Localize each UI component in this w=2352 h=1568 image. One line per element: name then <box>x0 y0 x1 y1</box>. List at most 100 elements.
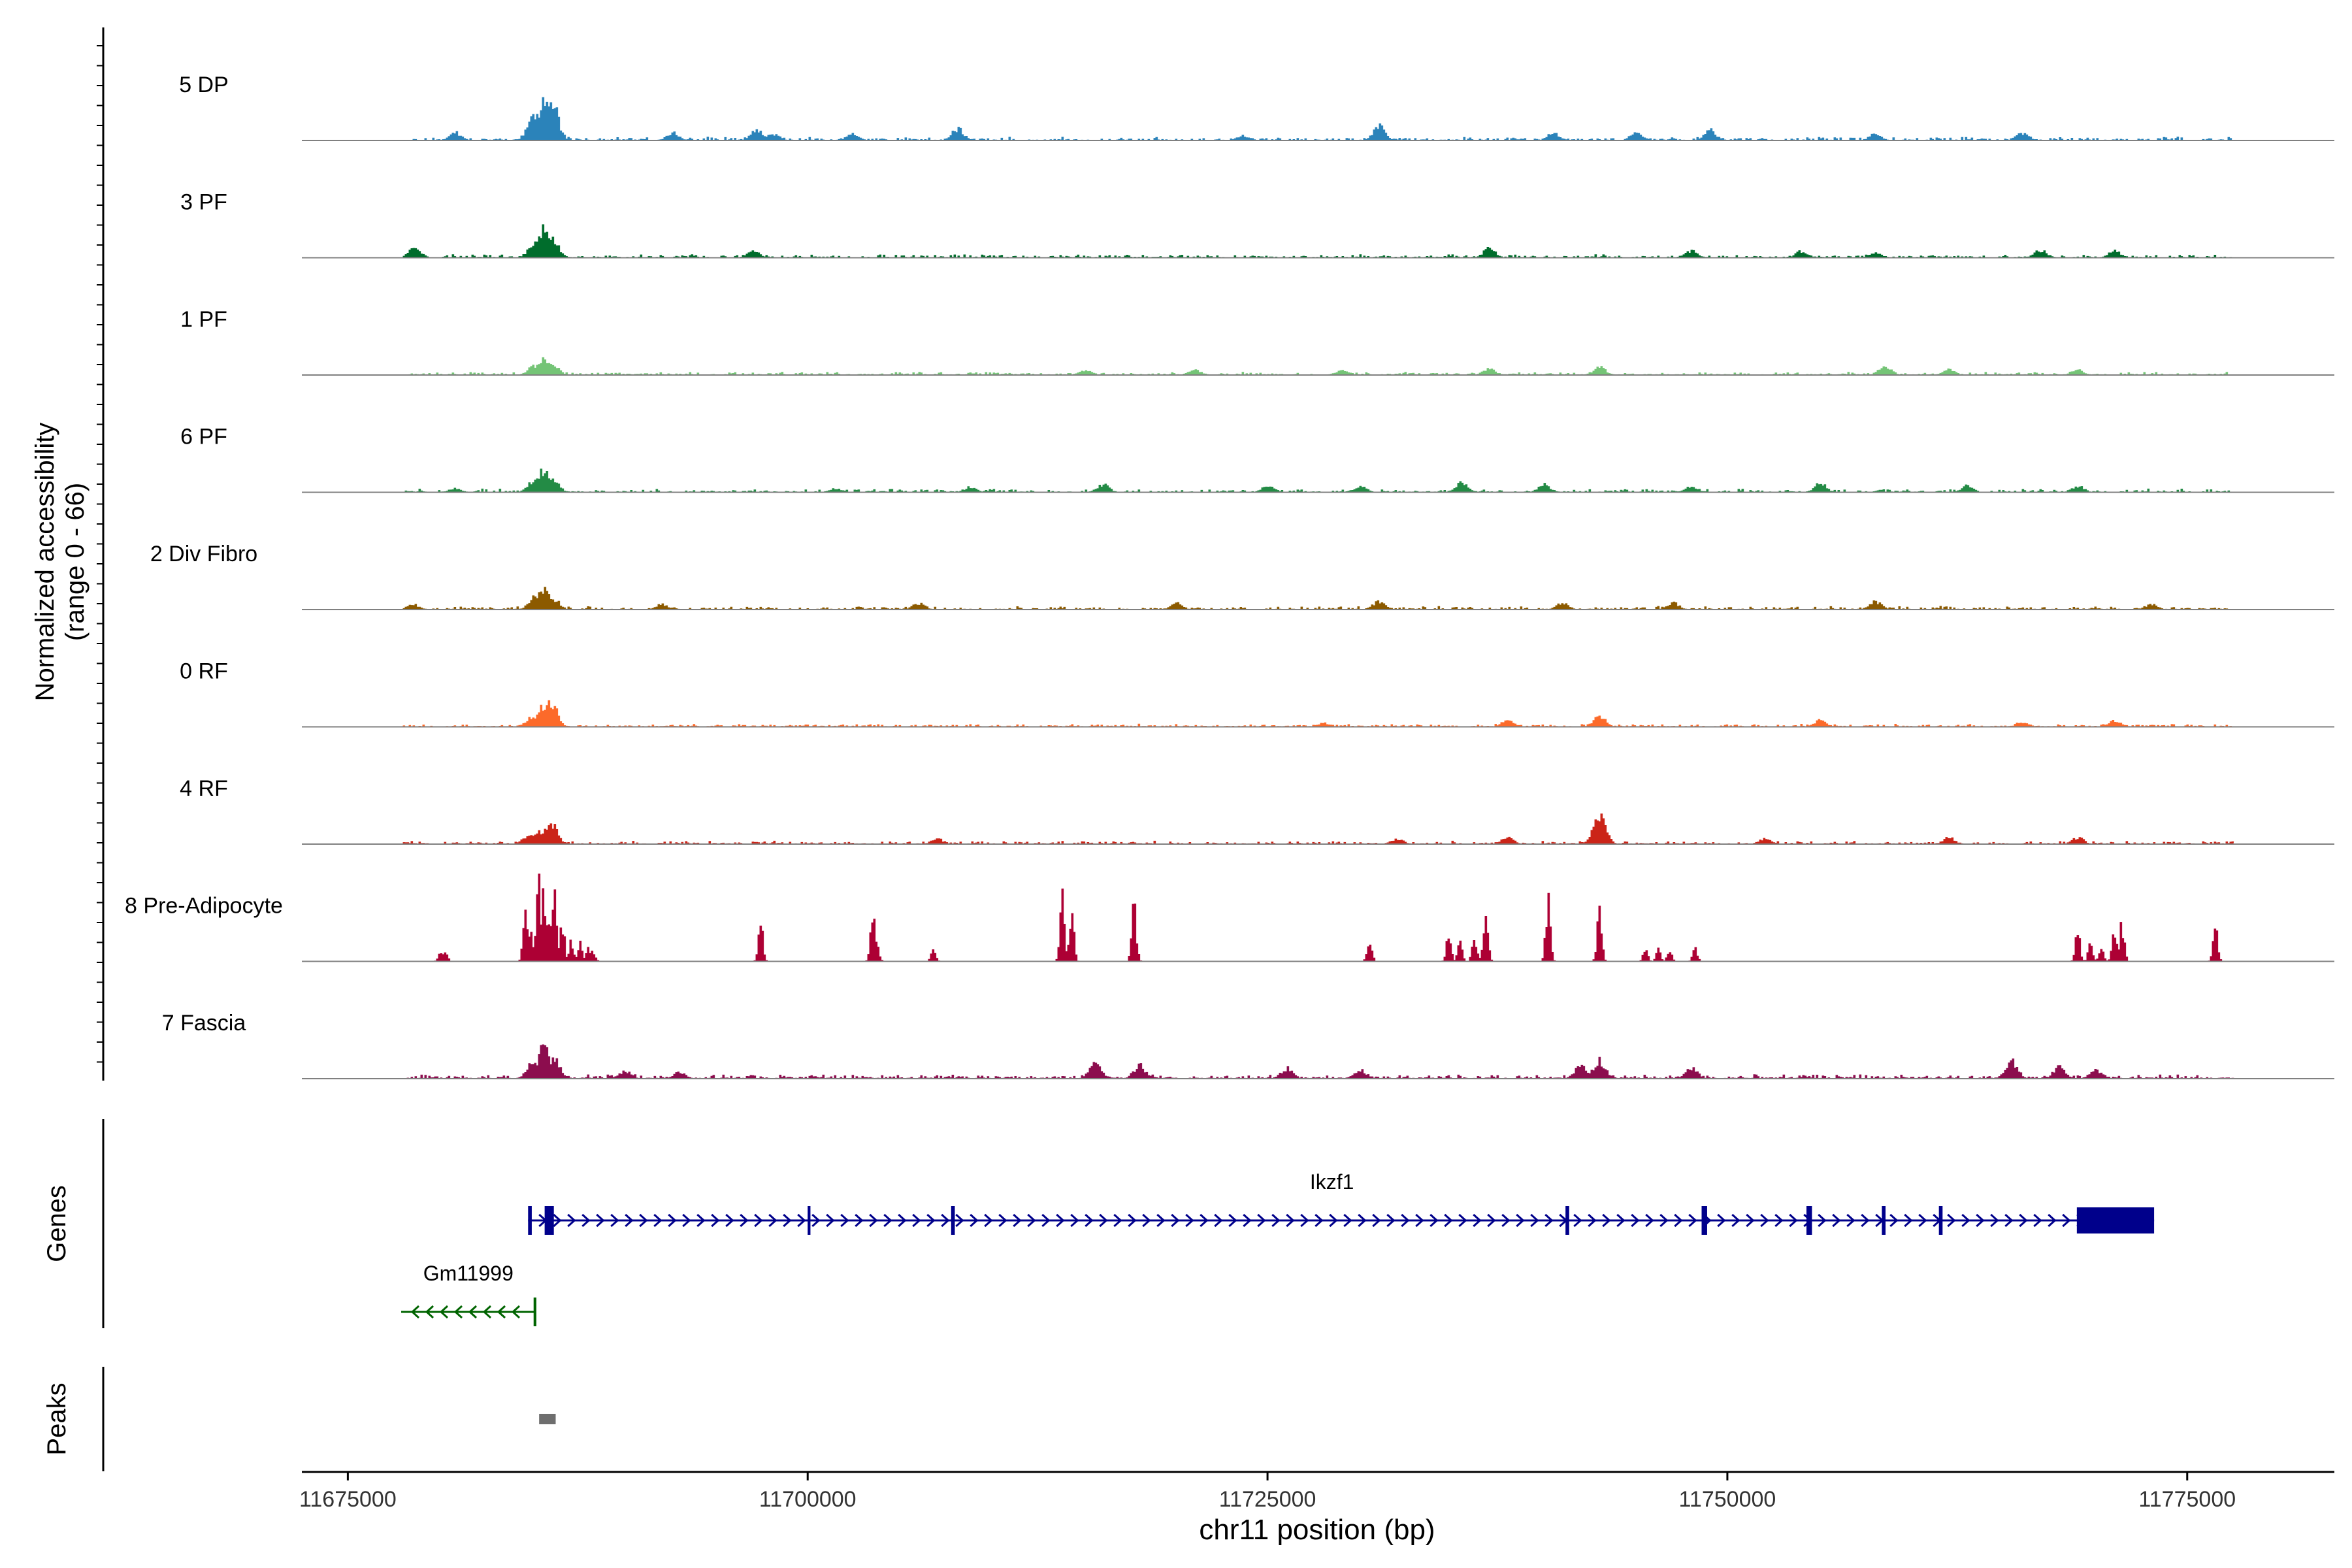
strand-chevron <box>2004 1213 2014 1228</box>
x-tick-label: 11750000 <box>1679 1487 1776 1512</box>
track-label: 4 RF <box>180 776 228 801</box>
track-label: 6 PF <box>180 425 227 449</box>
strand-chevron <box>1904 1213 1913 1228</box>
strand-chevron <box>1846 1213 1855 1228</box>
strand-chevron <box>1401 1213 1410 1228</box>
strand-chevron <box>1789 1213 1798 1228</box>
strand-chevron <box>1458 1213 1467 1228</box>
strand-chevron <box>855 1213 864 1228</box>
strand-chevron <box>898 1213 907 1228</box>
strand-chevron <box>926 1213 936 1228</box>
exon <box>1938 1206 1943 1235</box>
strand-chevron <box>1487 1213 1496 1228</box>
strand-chevron <box>1214 1213 1223 1228</box>
genes-panel-label: Genes <box>42 1185 71 1262</box>
strand-chevron <box>1013 1213 1022 1228</box>
strand-chevron <box>1329 1213 1338 1228</box>
strand-chevron <box>1573 1213 1582 1228</box>
strand-chevron <box>2019 1213 2028 1228</box>
strand-chevron <box>1286 1213 1295 1228</box>
strand-chevron <box>625 1213 634 1228</box>
gene-label: Gm11999 <box>423 1262 514 1285</box>
strand-chevron <box>1832 1213 1841 1228</box>
strand-chevron <box>2033 1213 2042 1228</box>
track-label: 7 Fascia <box>162 1011 246 1036</box>
exon <box>528 1206 532 1235</box>
strand-chevron <box>754 1213 763 1228</box>
strand-chevron <box>668 1213 677 1228</box>
strand-chevron <box>581 1213 591 1228</box>
exon <box>533 1298 536 1326</box>
gene-ikzf1: Ikzf1 <box>528 1170 2155 1235</box>
strand-chevron <box>1588 1213 1597 1228</box>
strand-chevron <box>1056 1213 1065 1228</box>
y-axis-title-line1: Normalized accessibility <box>31 423 59 702</box>
strand-chevron <box>1228 1213 1237 1228</box>
strand-chevron <box>410 1305 420 1319</box>
strand-chevron <box>1085 1213 1094 1228</box>
strand-chevron <box>797 1213 806 1228</box>
exon <box>1806 1206 1812 1235</box>
strand-chevron <box>1142 1213 1151 1228</box>
strand-chevron <box>1243 1213 1252 1228</box>
strand-chevron <box>653 1213 662 1228</box>
x-axis-title: chr11 position (bp) <box>1199 1514 1435 1546</box>
strand-chevron <box>1990 1213 1999 1228</box>
strand-chevron <box>1041 1213 1051 1228</box>
track-label: 3 PF <box>180 190 227 215</box>
strand-chevron <box>1731 1213 1740 1228</box>
strand-chevron <box>1372 1213 1381 1228</box>
x-tick-label: 11775000 <box>2138 1487 2236 1512</box>
strand-chevron <box>453 1305 463 1319</box>
strand-chevron <box>1128 1213 1137 1228</box>
exon <box>951 1206 955 1235</box>
strand-chevron <box>1889 1213 1899 1228</box>
track-5-dp: 5 DP <box>179 73 2334 141</box>
coverage-tracks: 5 DP 3 PF 1 PF 6 PF 2 Div Fibro 0 RF 4 RF 8 Pre… <box>125 73 2334 1079</box>
strand-chevron <box>783 1213 792 1228</box>
strand-chevron <box>567 1213 576 1228</box>
strand-chevron <box>1602 1213 1611 1228</box>
strand-chevron <box>1760 1213 1769 1228</box>
x-axis-ticks: 11675000 11700000 11725000 11750000 11775000 <box>299 1472 2236 1512</box>
strand-chevron <box>1746 1213 1755 1228</box>
strand-chevron <box>468 1305 478 1319</box>
strand-chevron <box>1774 1213 1784 1228</box>
strand-chevron <box>1947 1213 1956 1228</box>
track-label: 0 RF <box>180 659 228 684</box>
strand-chevron <box>639 1213 648 1228</box>
strand-chevron <box>1315 1213 1324 1228</box>
strand-chevron <box>1027 1213 1036 1228</box>
track-label: 8 Pre-Adipocyte <box>125 894 283 919</box>
strand-chevron <box>1688 1213 1697 1228</box>
strand-chevron <box>425 1305 434 1319</box>
strand-chevron <box>1918 1213 1927 1228</box>
strand-chevron <box>1113 1213 1122 1228</box>
track-0-rf: 0 RF <box>180 659 2334 728</box>
exon <box>808 1206 811 1235</box>
strand-chevron <box>1300 1213 1309 1228</box>
strand-chevron <box>1415 1213 1424 1228</box>
strand-chevron <box>1544 1213 1554 1228</box>
strand-chevron <box>610 1213 619 1228</box>
gene-label: Ikzf1 <box>1310 1170 1354 1194</box>
strand-chevron <box>1976 1213 1985 1228</box>
strand-chevron <box>511 1305 521 1319</box>
strand-chevron <box>1501 1213 1511 1228</box>
strand-chevron <box>1257 1213 1266 1228</box>
strand-chevron <box>869 1213 878 1228</box>
strand-chevron <box>1530 1213 1539 1228</box>
peaks-panel-label: Peaks <box>42 1382 71 1455</box>
strand-chevron <box>811 1213 821 1228</box>
strand-chevron <box>711 1213 720 1228</box>
strand-chevron <box>1961 1213 1970 1228</box>
x-tick-label: 11700000 <box>759 1487 857 1512</box>
track-1-pf: 1 PF <box>180 307 2334 376</box>
strand-chevron <box>725 1213 734 1228</box>
exon <box>1565 1206 1569 1235</box>
strand-chevron <box>1429 1213 1439 1228</box>
strand-chevron <box>1386 1213 1396 1228</box>
strand-chevron <box>768 1213 777 1228</box>
peak-region <box>539 1414 556 1424</box>
exon <box>1882 1206 1886 1235</box>
